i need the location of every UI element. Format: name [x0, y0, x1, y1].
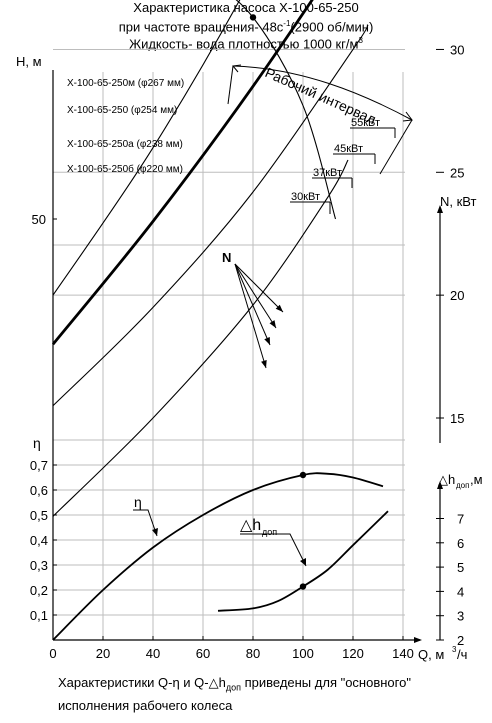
dh-tick-label: 7 [457, 512, 464, 527]
q-axis-arrow-icon [414, 637, 422, 643]
eta-tick-label: 0,3 [30, 558, 48, 573]
dh-axis-title-sub: доп [456, 481, 469, 490]
n-leader [234, 263, 271, 346]
x-axis-label: Q, м [418, 647, 444, 662]
n-axis-title: N, кВт [440, 194, 477, 209]
x-tick-label: 120 [342, 646, 364, 661]
chart-title: Характеристика насоса Х-100-65-250 [133, 0, 359, 15]
qh-curve-4 [235, 0, 337, 220]
dh-tick-label: 3 [457, 609, 464, 624]
h-tick-label: 50 [32, 212, 46, 227]
dh-axis-arrow-icon [437, 481, 443, 489]
h-axis-title: H, м [16, 54, 42, 69]
n-leader-arrow-icon [269, 320, 276, 328]
interval-left-bound [227, 65, 234, 105]
grid [52, 48, 405, 640]
x-tick-label: 60 [196, 646, 210, 661]
eta-curve-label: η [134, 494, 142, 510]
qn-curve-3 [52, 24, 369, 407]
dh-tick-label: 2 [457, 633, 464, 648]
x-tick-label: 100 [292, 646, 314, 661]
eta-leader [133, 509, 158, 537]
n-leader-arrow-icon [261, 360, 267, 368]
qn-curve-1 [52, 0, 241, 296]
dh-curve-label-sub: доп [262, 527, 277, 537]
power-label: 30кВт [291, 191, 320, 203]
q-eta-curve [52, 472, 384, 641]
dh-tick-label: 5 [457, 560, 464, 575]
dh-leader-arrow-icon [300, 558, 306, 566]
chart-subtitle-liquid: Жидкость- вода плотностью 1000 кг/м3 [129, 36, 363, 52]
x-axis-label-sup: 3 [452, 645, 457, 654]
x-tick-label: 140 [392, 646, 414, 661]
dh-leader [240, 533, 307, 567]
eta-tick-label: 0,2 [30, 583, 48, 598]
eta-tick-label: 0,1 [30, 608, 48, 623]
n-tick-label: 30 [450, 42, 464, 57]
n-tick-label: 15 [450, 411, 464, 426]
n-leader-arrow-icon [275, 304, 283, 312]
dh-point [299, 583, 307, 590]
interval-arrow-left-icon [232, 64, 242, 73]
eta-tick-label: 0,7 [30, 458, 48, 473]
power-label: 45кВт [334, 143, 363, 155]
qh-curve-label: Х-100-65-250б (φ220 мм) [67, 163, 183, 175]
qh-curve-label: Х-100-65-250м (φ267 мм) [67, 78, 184, 89]
x-tick-label: 20 [96, 646, 110, 661]
dh-axis-title-unit: ,м [470, 472, 483, 487]
n-annotation-label: N [222, 250, 231, 265]
dh-tick-label: 6 [457, 536, 464, 551]
n-axis-arrow-icon [437, 205, 443, 213]
x-tick-label: 80 [246, 646, 260, 661]
qh-point [249, 14, 257, 21]
n-leader [234, 263, 284, 313]
qn-curve-4 [52, 159, 349, 517]
n-tick-label: 25 [450, 165, 464, 180]
eta-leader-arrow-icon [152, 528, 158, 536]
power-label: 37кВт [313, 167, 342, 179]
n-leader [234, 263, 267, 369]
n-leader [234, 263, 277, 329]
x-axis-label-unit: /ч [457, 647, 467, 662]
n-leader-arrow-icon [264, 337, 270, 345]
dh-curve-label: △h [240, 517, 261, 534]
power-label: 55кВт [351, 117, 380, 129]
eta-tick-label: 0,6 [30, 483, 48, 498]
eta-tick-label: 0,5 [30, 508, 48, 523]
eta-tick-label: 0,4 [30, 533, 48, 548]
eta-axis-title: η [33, 435, 41, 451]
interval-arc [232, 65, 413, 121]
dh-tick-label: 4 [457, 584, 464, 599]
chart-subtitle-speed: при частоте вращения- 48с-1(2900 об/мин) [118, 19, 374, 35]
dh-axis-title: △h [438, 472, 455, 487]
x-tick-label: 0 [49, 646, 56, 661]
qn-curve-2 [51, 0, 314, 346]
footnote-line-1: Характеристики Q-η и Q-△hдоп приведены д… [58, 675, 411, 693]
qh-curve-label: Х-100-65-250 (φ254 мм) [67, 105, 177, 116]
footnote-line-2: исполнения рабочего колеса [58, 698, 233, 713]
eta-point [299, 471, 307, 479]
x-tick-label: 40 [146, 646, 160, 661]
n-tick-label: 20 [450, 288, 464, 303]
qh-curve-label: Х-100-65-250а (φ238 мм) [67, 139, 183, 150]
interval-right-bound [379, 119, 413, 175]
